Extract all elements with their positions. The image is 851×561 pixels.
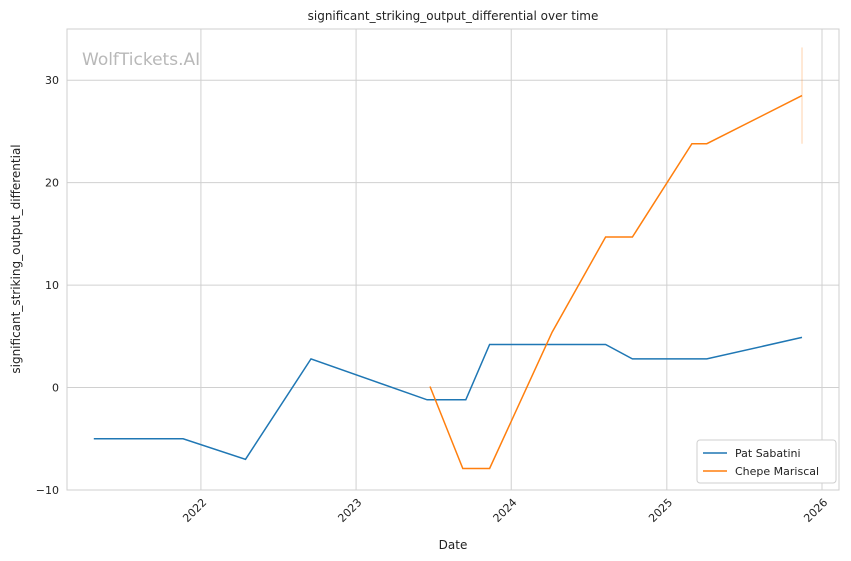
series-line-0 [93,336,803,461]
legend-box [696,439,837,484]
y-axis-ticks: −10 0 10 20 30 [36,74,59,497]
y-tick-label: 20 [45,177,59,190]
plot-area-frame [66,28,840,491]
x-tick-label: 2022 [180,496,209,525]
x-tick-label: 2024 [491,496,520,525]
x-axis-label: Date [439,538,468,552]
y-tick-label: 30 [45,74,59,87]
legend-entry: Chepe Mariscal [735,465,819,478]
series-line-1 [429,94,803,470]
x-tick-label: 2023 [335,496,364,525]
x-axis-ticks: 2022 2023 2024 2025 2026 [180,496,830,525]
series-lines [93,47,803,470]
legend: Pat Sabatini Chepe Mariscal [696,439,837,484]
x-tick-label: 2026 [801,496,830,525]
x-tick-label: 2025 [646,496,675,525]
y-tick-label: 0 [52,382,59,395]
grid-lines [67,29,839,491]
y-tick-label: −10 [36,484,59,497]
legend-entry: Pat Sabatini [735,447,801,460]
chart-title: significant_striking_output_differential… [308,9,599,23]
y-tick-label: 10 [45,279,59,292]
y-axis-label: significant_striking_output_differential [9,144,23,373]
watermark-text: WolfTickets.AI [82,50,200,70]
